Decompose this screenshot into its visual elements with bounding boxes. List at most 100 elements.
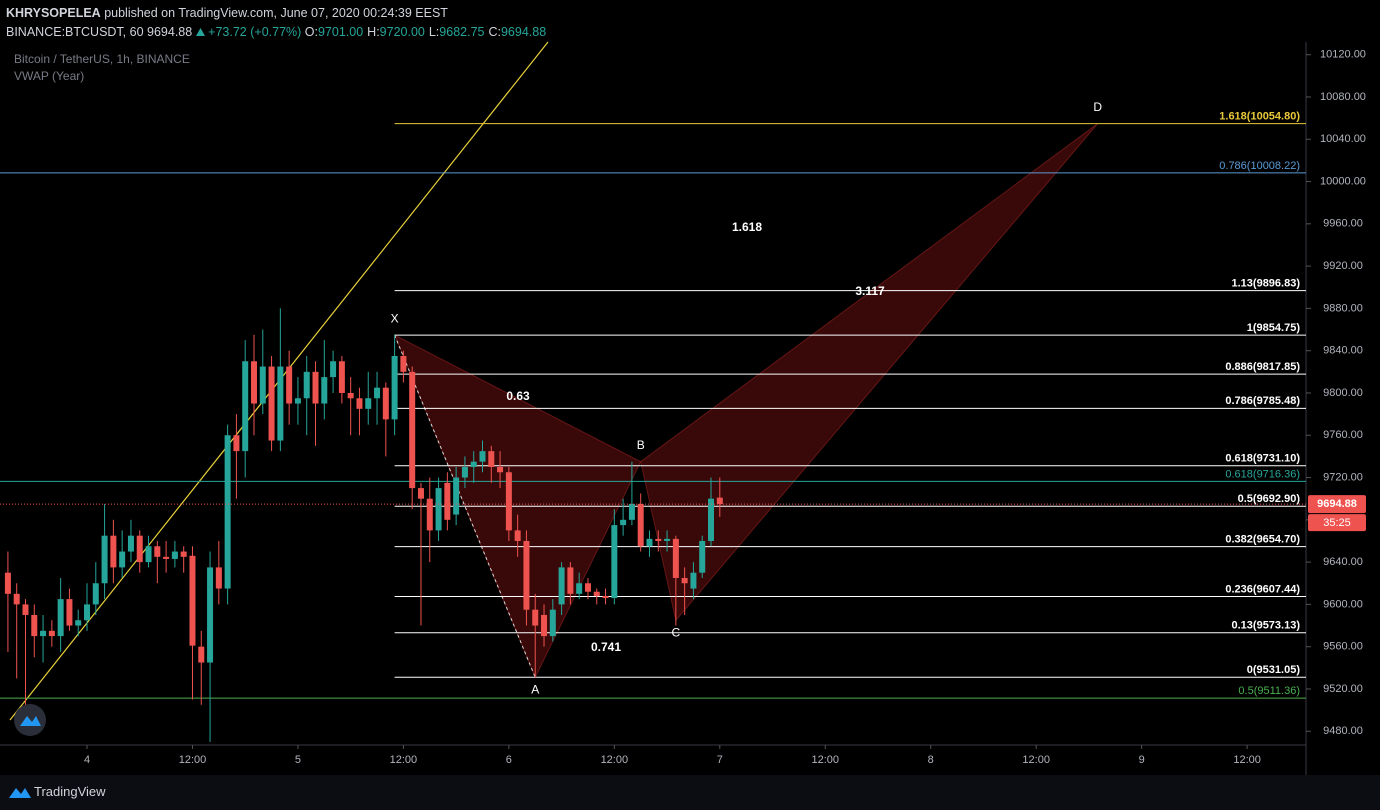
candle-body	[189, 555, 196, 646]
x-tick-label: 8	[928, 754, 934, 766]
fib-label: 0.236(9607.44)	[1225, 583, 1300, 595]
change: +73.72 (+0.77%)	[208, 25, 302, 39]
candle-body	[611, 525, 618, 599]
xa-leg	[394, 334, 536, 678]
x-tick-label: 12:00	[390, 754, 418, 766]
fib-label: 0.618(9731.10)	[1225, 453, 1300, 465]
x-tick-label: 6	[506, 754, 512, 766]
candle-body	[558, 567, 565, 605]
fib-label: 0.382(9654.70)	[1225, 533, 1300, 545]
y-tick-label: 10040.00	[1320, 133, 1366, 145]
candle-body	[417, 488, 424, 499]
author: KHRYSOPELEA	[6, 6, 101, 20]
timer-box	[1308, 514, 1366, 532]
ratio-label: 0.63	[506, 389, 530, 403]
candle-body	[382, 387, 389, 420]
candle-body	[549, 609, 556, 637]
candle-body	[57, 599, 64, 637]
candle-body	[101, 535, 108, 584]
candle-body	[365, 398, 372, 409]
fib-label: 0.786(9785.48)	[1225, 395, 1300, 407]
candle-body	[356, 398, 363, 409]
x-tick-label: 5	[295, 754, 301, 766]
candle-body	[145, 546, 152, 563]
candle-body	[40, 630, 47, 637]
candle-body	[672, 538, 679, 578]
price-box	[1308, 495, 1366, 514]
candle-body	[180, 551, 187, 557]
y-tick-label: 9520.00	[1323, 683, 1363, 695]
x-tick-label: 7	[717, 754, 723, 766]
candle-body	[242, 361, 249, 452]
fib-label: 0.5(9511.36)	[1238, 685, 1300, 697]
ratio-label: 3.117	[855, 284, 885, 298]
chart-title: Bitcoin / TetherUS, 1h, BINANCE	[14, 52, 190, 66]
candle-body	[92, 583, 99, 605]
candle-body	[391, 355, 398, 420]
candle-body	[22, 604, 29, 615]
candle-body	[505, 472, 512, 531]
x-tick-label: 12:00	[179, 754, 207, 766]
candle-body	[716, 497, 723, 505]
symbol: BINANCE:BTCUSDT, 60	[6, 25, 144, 39]
candle-body	[681, 577, 688, 584]
candle-body	[268, 366, 275, 441]
fib-label: 1.13(9896.83)	[1232, 278, 1301, 290]
y-tick-label: 9960.00	[1323, 218, 1363, 230]
pattern-area	[640, 123, 1099, 622]
candle-body	[655, 538, 662, 541]
candle-body	[523, 540, 530, 610]
candle-body	[4, 572, 11, 594]
fib-label: 0.618(9716.36)	[1225, 468, 1300, 480]
candle-body	[48, 630, 55, 637]
ohlc-value: 9682.75	[439, 25, 485, 39]
candle-body	[224, 435, 231, 589]
x-tick-label: 12:00	[1022, 754, 1050, 766]
candle-body	[154, 546, 161, 557]
candle-body	[250, 361, 257, 404]
candle-body	[514, 530, 521, 541]
candle-body	[637, 503, 644, 547]
x-tick-label: 4	[84, 754, 90, 766]
y-tick-label: 9600.00	[1323, 598, 1363, 610]
candle-body	[31, 614, 38, 637]
candle-body	[409, 371, 416, 489]
chart: Bitcoin / TetherUS, 1h, BINANCE VWAP (Ye…	[0, 41, 1366, 775]
candle-body	[215, 567, 222, 589]
y-tick-label: 9800.00	[1323, 387, 1363, 399]
ohlc-key: H:	[367, 25, 380, 39]
candle-body	[628, 503, 635, 520]
candle-body	[286, 366, 293, 404]
pattern-point: D	[1093, 100, 1102, 114]
ohlc-value: 9694.88	[500, 25, 547, 39]
candle-body	[567, 567, 574, 594]
ratio-label: 1.618	[732, 220, 762, 234]
fib-label: 0.13(9573.13)	[1232, 620, 1301, 632]
candle-body	[664, 538, 671, 541]
y-tick-label: 10120.00	[1320, 49, 1366, 61]
candle-body	[461, 466, 468, 478]
ohlc-key: C:	[488, 25, 501, 39]
fib-label: 0.886(9817.85)	[1225, 361, 1300, 373]
fib-label: 1.618(10054.80)	[1219, 111, 1300, 123]
ohlc-value: 9720.00	[379, 25, 425, 39]
y-tick-label: 10000.00	[1320, 175, 1366, 187]
candle-body	[470, 461, 477, 467]
candle-body	[259, 366, 266, 404]
y-tick-label: 9840.00	[1323, 345, 1363, 357]
candle-body	[163, 556, 170, 559]
chart-subtitle: VWAP (Year)	[14, 69, 84, 83]
candle-body	[347, 392, 354, 399]
brand: TradingView	[34, 784, 106, 799]
logo	[14, 704, 46, 736]
candle-body	[136, 535, 143, 563]
y-tick-label: 9640.00	[1323, 556, 1363, 568]
pattern-point: B	[637, 438, 645, 452]
candle-body	[532, 609, 539, 626]
x-tick-label: 12:00	[811, 754, 839, 766]
candle-body	[690, 572, 697, 589]
ohlc-key: L:	[428, 25, 440, 39]
candle-body	[708, 498, 715, 541]
ratio-label: 0.741	[591, 640, 621, 654]
